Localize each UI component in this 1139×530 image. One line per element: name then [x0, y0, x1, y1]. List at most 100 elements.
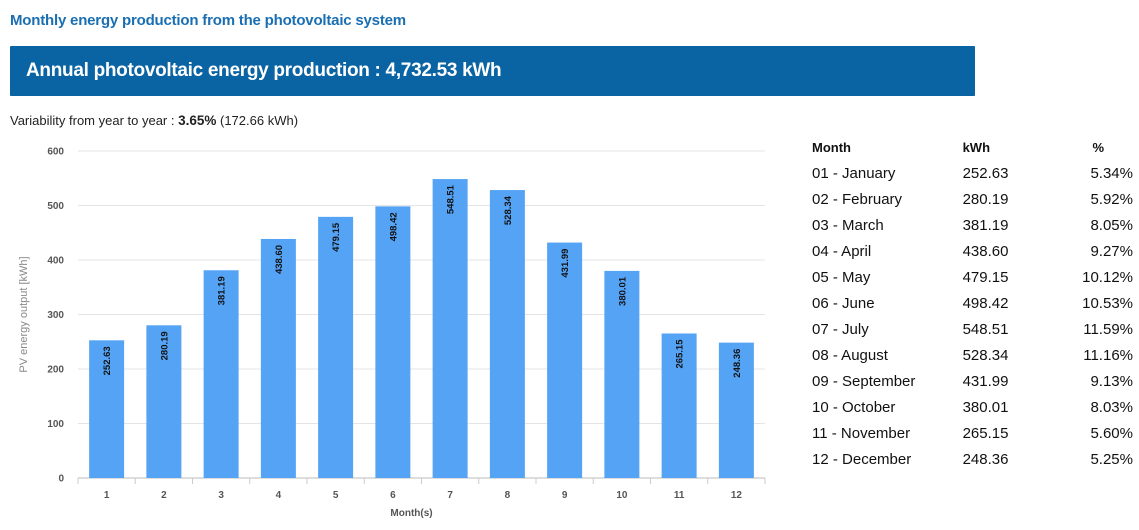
percent-cell: 8.05%	[1090, 216, 1133, 234]
bar	[375, 206, 411, 479]
month-cell: 11 - November	[812, 424, 911, 442]
table-row: 11 - November 265.15 5.60%	[806, 420, 1139, 446]
percent-cell: 5.25%	[1090, 450, 1133, 468]
bar	[718, 342, 754, 478]
bar	[604, 270, 640, 478]
month-cell: 12 - December	[812, 450, 912, 468]
variability-text: Variability from year to year : 3.65% (1…	[10, 113, 298, 128]
kwh-cell: 438.60	[962, 242, 1009, 260]
kwh-cell: 548.51	[962, 320, 1009, 338]
kwh-cell: 381.19	[962, 216, 1009, 234]
table-row: 09 - September 431.99 9.13%	[806, 368, 1139, 394]
percent-cell: 8.03%	[1090, 398, 1133, 416]
x-tick-label: 10	[616, 490, 628, 501]
month-cell: 10 - October	[812, 398, 896, 416]
x-tick-label: 6	[390, 490, 396, 501]
bar-value-label: 252.63	[102, 346, 113, 375]
table-row: 04 - April 438.60 9.27%	[806, 238, 1139, 264]
y-tick-label: 200	[47, 365, 64, 376]
x-tick-label: 8	[505, 490, 511, 501]
table-row: 05 - May 479.15 10.12%	[806, 264, 1139, 290]
monthly-production-table: Month kWh % 01 - January 252.63 5.34% 02 - …	[806, 136, 1139, 472]
percent-cell: 5.34%	[1090, 164, 1133, 182]
kwh-cell: 380.01	[962, 398, 1009, 416]
variability-label: Variability from year to year :	[10, 113, 179, 128]
kwh-cell: 248.36	[962, 450, 1009, 468]
x-tick-label: 4	[276, 490, 282, 501]
bar-value-label: 265.15	[675, 339, 686, 369]
month-cell: 09 - September	[812, 372, 916, 390]
bar	[661, 333, 697, 478]
bar-value-label: 431.99	[560, 249, 571, 278]
table-row: 01 - January 252.63 5.34%	[806, 160, 1139, 186]
kwh-cell: 280.19	[962, 190, 1009, 208]
table-row: 06 - June 498.42 10.53%	[806, 290, 1139, 316]
x-axis-title: Month(s)	[390, 508, 432, 519]
month-cell: 01 - January	[812, 164, 896, 182]
x-tick-label: 3	[218, 490, 224, 501]
percent-cell: 10.53%	[1082, 294, 1133, 312]
y-tick-label: 100	[47, 419, 64, 430]
bar	[260, 238, 296, 478]
bar-value-label: 498.42	[388, 212, 399, 241]
table-row: 12 - December 248.36 5.25%	[806, 446, 1139, 472]
bar-value-label: 438.60	[274, 245, 285, 274]
bar-value-label: 280.19	[159, 331, 170, 360]
bar	[432, 179, 468, 478]
kwh-cell: 431.99	[962, 372, 1009, 390]
bar	[146, 325, 182, 478]
bar-value-label: 248.36	[732, 349, 743, 378]
month-cell: 05 - May	[812, 268, 871, 286]
kwh-cell: 498.42	[962, 294, 1009, 312]
bar-value-label: 381.19	[217, 276, 228, 305]
month-cell: 02 - February	[812, 190, 903, 208]
kwh-cell: 479.15	[962, 268, 1009, 286]
percent-cell: 5.60%	[1090, 424, 1133, 442]
bar	[89, 340, 125, 478]
y-tick-label: 400	[47, 256, 64, 267]
percent-cell: 10.12%	[1082, 268, 1133, 286]
variability-percent: 3.65%	[178, 113, 217, 128]
percent-cell: 5.92%	[1090, 190, 1133, 208]
x-tick-label: 12	[731, 490, 743, 501]
month-cell: 07 - July	[812, 320, 869, 338]
percent-cell: 9.13%	[1090, 372, 1133, 390]
bar-value-label: 479.15	[331, 222, 342, 252]
column-header-kwh: kWh	[962, 139, 991, 155]
column-header-month: Month	[812, 139, 851, 155]
y-tick-label: 0	[58, 474, 64, 485]
percent-cell: 9.27%	[1090, 242, 1133, 260]
month-cell: 06 - June	[812, 294, 875, 312]
month-cell: 04 - April	[812, 242, 872, 260]
x-tick-label: 9	[562, 490, 568, 501]
bar	[203, 270, 239, 478]
table-row: 03 - March 381.19 8.05%	[806, 212, 1139, 238]
monthly-energy-bar-chart: 0 100 200 300 400 500 600 PV energy output [kWh…	[18, 147, 766, 519]
table-row: 08 - August 528.34 11.16%	[806, 342, 1139, 368]
variability-kwh: (172.66 kWh)	[220, 113, 299, 128]
x-tick-label: 5	[333, 490, 339, 501]
bar-value-label: 528.34	[503, 195, 514, 225]
y-tick-label: 300	[47, 310, 64, 321]
section-title: Monthly energy production from the photo…	[10, 12, 406, 29]
bar	[547, 242, 583, 478]
column-header-percent: %	[1092, 139, 1105, 155]
banner-text: Annual photovoltaic energy production : …	[26, 60, 502, 81]
percent-cell: 11.59%	[1083, 320, 1133, 338]
y-tick-label: 600	[47, 147, 64, 158]
month-cell: 03 - March	[812, 216, 884, 234]
table-row: 02 - February 280.19 5.92%	[806, 186, 1139, 212]
kwh-cell: 265.15	[962, 424, 1009, 442]
kwh-cell: 528.34	[962, 346, 1009, 364]
y-tick-label: 500	[47, 201, 64, 212]
x-tick-label: 11	[674, 490, 685, 501]
kwh-cell: 252.63	[962, 164, 1009, 182]
x-tick-label: 2	[161, 490, 167, 501]
y-axis-title: PV energy output [kWh]	[18, 256, 30, 372]
table-header-row: Month kWh %	[806, 136, 1139, 160]
bar	[489, 190, 525, 479]
table-row: 10 - October 380.01 8.03%	[806, 394, 1139, 420]
table-row: 07 - July 548.51 11.59%	[806, 316, 1139, 342]
percent-cell: 11.16%	[1083, 346, 1133, 364]
bar-value-label: 380.01	[617, 276, 628, 306]
